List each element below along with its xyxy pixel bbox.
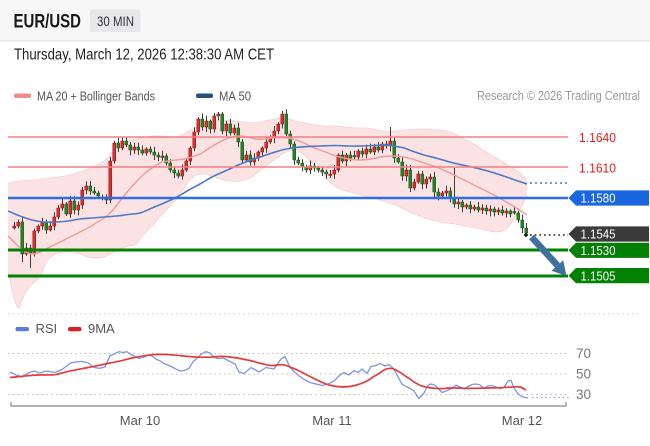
svg-text:30: 30	[576, 387, 591, 402]
svg-text:9MA: 9MA	[88, 321, 115, 336]
svg-text:1.1530: 1.1530	[581, 243, 616, 258]
svg-text:1.1505: 1.1505	[581, 268, 616, 283]
svg-text:Mar 10: Mar 10	[120, 413, 160, 428]
svg-text:50: 50	[576, 367, 591, 382]
svg-text:Thursday, March 12, 2026 12:38: Thursday, March 12, 2026 12:38:30 AM CET	[14, 47, 274, 64]
svg-text:MA 50: MA 50	[219, 90, 251, 104]
svg-text:Mar 11: Mar 11	[312, 413, 352, 428]
svg-text:1.1580: 1.1580	[581, 191, 616, 206]
svg-text:Research © 2026 Trading Centra: Research © 2026 Trading Central	[477, 89, 640, 103]
svg-text:Mar 12: Mar 12	[502, 413, 542, 428]
svg-text:70: 70	[576, 346, 591, 361]
svg-text:EUR/USD: EUR/USD	[14, 12, 82, 33]
svg-text:1.1610: 1.1610	[579, 160, 616, 175]
svg-text:1.1545: 1.1545	[581, 227, 616, 242]
svg-text:RSI: RSI	[36, 321, 58, 336]
svg-text:1.1640: 1.1640	[579, 130, 616, 145]
svg-text:30 MIN: 30 MIN	[97, 13, 134, 29]
svg-text:MA 20 + Bollinger Bands: MA 20 + Bollinger Bands	[37, 90, 155, 104]
